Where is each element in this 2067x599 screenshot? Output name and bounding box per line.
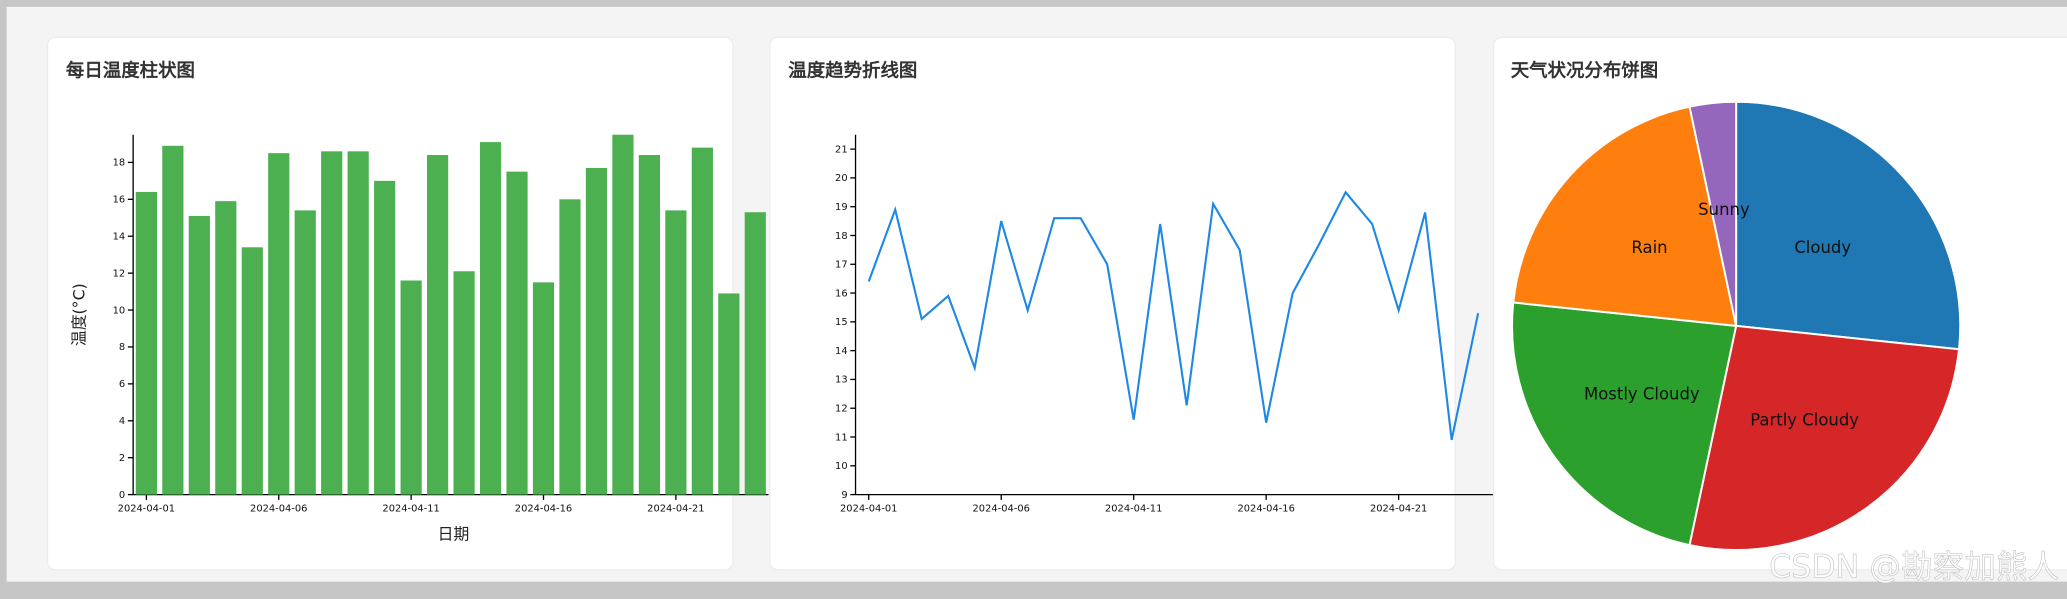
x-axis-label: 日期 [438,524,470,543]
bar [162,145,184,495]
y-tick-label: 12 [835,404,848,415]
bar [585,167,608,495]
bar [453,271,475,495]
slice-label: Partly Cloudy [1750,410,1859,429]
y-axis-label: 温度(°C) [69,283,88,346]
y-tick-label: 14 [113,232,126,243]
y-tick-label: 10 [113,305,126,316]
y-tick-label: 4 [119,416,125,427]
bar [268,153,290,495]
y-tick-label: 19 [835,202,848,213]
y-tick-label: 16 [835,288,848,299]
bar [374,180,396,495]
y-tick-label: 0 [119,490,125,501]
x-tick-label: 2024-04-21 [1370,504,1427,515]
bar [400,280,422,495]
chart-title: 天气状况分布饼图 [1511,60,1659,82]
x-tick-label: 2024-04-16 [1237,504,1294,515]
bar [241,247,263,495]
bar [427,155,449,495]
x-tick-label: 2024-04-21 [647,504,704,515]
bar [188,215,210,495]
y-tick-label: 6 [119,379,125,390]
slice-label: Cloudy [1794,238,1851,257]
y-tick-label: 13 [835,375,848,386]
pie-slice [1688,324,1961,551]
slice-label: Sunny [1698,200,1750,219]
watermark: CSDN @勘察加熊人 [1769,550,2059,586]
card-pie: 天气状况分布饼图 Cloudy Partly Cloudy Mostly Cloud… [1492,36,2067,571]
card-bar: 每日温度柱状图 0 2 4 6 8 10 12 14 16 18 2024-04-01 2024-04… [46,36,769,571]
y-tick-label: 17 [835,260,848,271]
y-tick-label: 8 [119,342,125,353]
x-tick-label: 2024-04-11 [382,504,439,515]
bar [479,142,502,495]
y-tick-label: 10 [835,461,848,472]
chart-title: 温度趋势折线图 [788,60,917,82]
y-tick-label: 12 [113,268,126,279]
bar [294,210,316,495]
bar [718,293,740,495]
x-tick-label: 2024-04-06 [250,504,307,515]
slice-label: Rain [1631,238,1667,257]
x-tick-label: 2024-04-06 [973,504,1030,515]
bar [532,282,555,495]
y-tick-label: 11 [835,432,848,443]
chart-title: 每日温度柱状图 [66,60,195,82]
y-tick-label: 18 [113,158,126,169]
card [769,36,1456,571]
y-tick-label: 20 [835,173,848,184]
y-tick-label: 15 [835,317,848,328]
line [867,190,1480,441]
bar [215,201,237,495]
y-tick-label: 2 [119,453,125,464]
slice-label: Mostly Cloudy [1584,385,1700,404]
bar [612,134,634,495]
pie-slice [1511,301,1738,547]
bar [744,212,766,495]
bar [691,147,713,495]
bar [135,191,157,495]
card-line: 温度趋势折线图 9 10 11 12 13 14 15 16 17 18 19 20 21 2024-04… [769,36,1503,571]
x-tick-label: 2024-04-01 [840,504,897,515]
pie-slice [1688,100,1738,327]
y-tick-label: 18 [835,231,848,242]
bar [559,199,581,495]
pie-slice [1735,100,1962,351]
y-tick-label: 16 [113,195,126,206]
bar [321,151,343,495]
bar [506,171,528,495]
x-tick-label: 2024-04-11 [1105,504,1162,515]
x-tick-label: 2024-04-01 [118,504,175,515]
y-tick-label: 14 [835,346,848,357]
bar [347,151,369,495]
pie-slice [1512,105,1738,327]
y-tick-label: 9 [841,490,847,501]
y-tick-label: 21 [835,144,848,155]
x-tick-label: 2024-04-16 [515,504,572,515]
bar [665,210,687,495]
bar [638,155,660,495]
